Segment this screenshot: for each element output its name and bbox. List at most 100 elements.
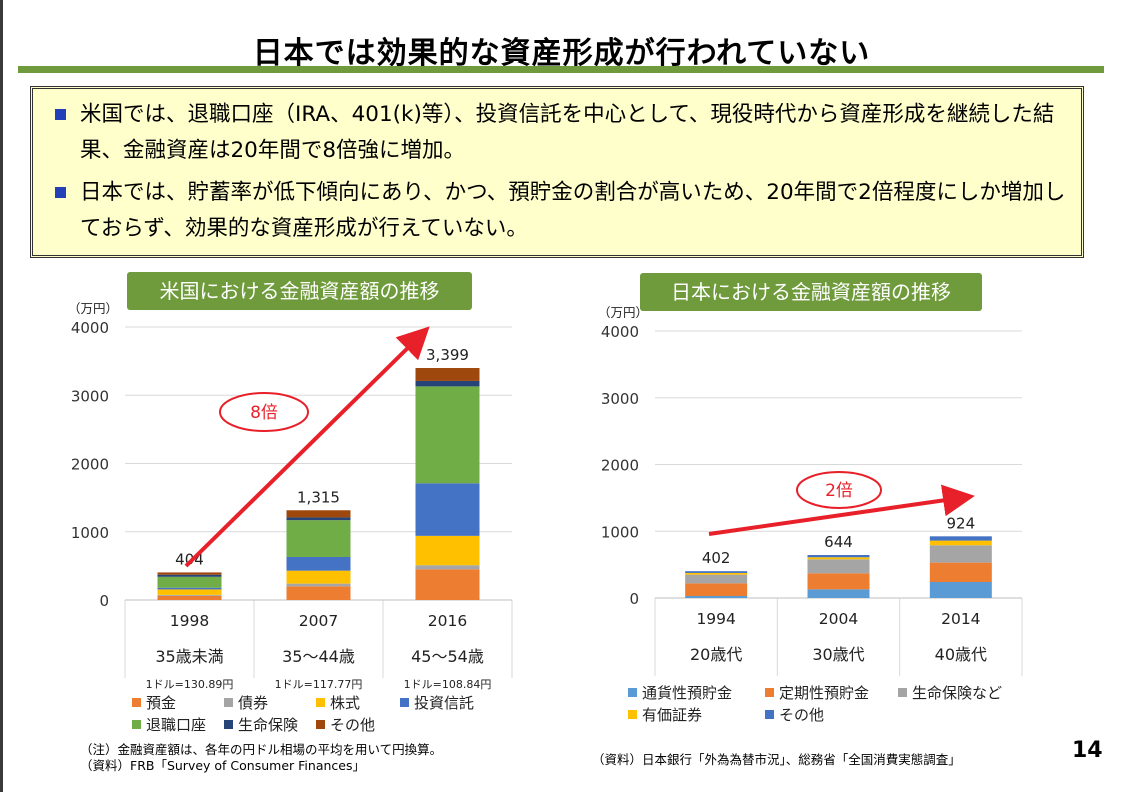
jp-bar-segment [929,540,992,546]
jp-age-group-label: 20歳代 [690,645,742,664]
jp-age-group-label: 40歳代 [935,645,987,664]
us-y-tick-label: 4000 [71,319,109,337]
us-bar-segment [415,380,480,387]
us-legend-label: 株式 [330,694,360,712]
us-age-group-label: 35歳未満 [155,647,223,666]
jp-legend-swatch [628,688,637,697]
jp-growth-badge [796,471,882,509]
us-bar-segment [286,520,351,558]
jp-bar-total-label: 924 [947,514,976,532]
us-y-tick-label: 0 [99,592,109,610]
jp-legend-label: 通貨性預貯金 [642,684,732,702]
us-legend-swatch [316,698,325,707]
slide-left-border [0,0,3,792]
us-bar-total-label: 3,399 [426,346,469,364]
jp-chart-title: 日本における金融資産額の推移 [640,273,982,311]
jp-legend-label: 有価証券 [642,706,702,724]
us-bar-segment [286,510,351,518]
us-bar-segment [415,569,480,600]
jp-legend-swatch [628,710,637,719]
jp-y-tick-label: 2000 [601,457,639,475]
us-bar-segment [415,386,480,484]
jp-y-tick-label: 1000 [601,523,639,541]
jp-legend-label: 生命保険など [912,684,1002,702]
us-bar-segment [286,557,351,571]
us-legend-swatch [132,698,141,707]
jp-bar-segment [929,536,992,541]
us-age-group-label: 45～54歳 [411,647,484,666]
us-exchange-rate-label: 1ドル=130.89円 [146,678,234,691]
us-y-tick-label: 2000 [71,456,109,474]
us-exchange-rate-label: 1ドル=108.84円 [404,678,492,691]
bullet-square-icon [55,109,66,120]
jp-legend-label: 定期性預貯金 [779,684,869,702]
us-bar-segment [286,517,351,521]
jp-legend-swatch [898,688,907,697]
us-chart-title: 米国における金融資産額の推移 [127,272,472,310]
us-bar-segment [157,574,222,577]
us-bar-segment [157,576,222,588]
us-legend-label: 預金 [146,694,176,712]
jp-y-tick-label: 4000 [601,323,639,341]
us-bar-segment [286,583,351,587]
summary-bullet-us: 米国では、退職口座（IRA、401(k)等）、投資信託を中心として、現役時代から… [55,97,1071,169]
summary-box: 米国では、退職口座（IRA、401(k)等）、投資信託を中心として、現役時代から… [30,86,1084,258]
jp-bar-segment [685,572,748,575]
jp-growth-arrow [708,484,975,536]
jp-age-group-label: 30歳代 [812,645,864,664]
us-source: （資料）FRB「Survey of Consumer Finances」 [80,758,365,773]
page-title: 日本では効果的な資産形成が行われていない [252,36,871,71]
us-exchange-rate-label: 1ドル=117.77円 [275,678,363,691]
us-legend-swatch [400,698,409,707]
us-growth-badge-label: 8倍 [250,403,278,423]
us-bar-segment [157,572,222,575]
jp-category-label: 1994 [696,610,735,628]
jp-legend-label: その他 [779,706,824,724]
us-bar-segment [286,586,351,600]
us-bar-segment [415,565,480,570]
bullet-square-icon [55,187,66,198]
jp-bar-segment [807,573,870,590]
jp-y-tick-label: 0 [629,590,639,608]
us-bar-segment [415,483,480,536]
jp-bar-segment [929,562,992,582]
us-legend-label: 投資信託 [414,694,474,712]
us-legend-label: 債券 [238,694,268,712]
us-y-tick-label: 3000 [71,387,109,405]
bullet-text: 米国では、退職口座（IRA、401(k)等）、投資信託を中心として、現役時代から… [80,102,1055,163]
jp-bar-segment [685,583,748,596]
page-number: 14 [1072,738,1103,763]
jp-bar-segment [807,555,870,558]
jp-category-label: 2004 [819,610,858,628]
jp-category-label: 2014 [941,610,980,628]
us-legend-swatch [316,720,325,729]
us-category-label: 1998 [170,612,209,630]
jp-unit-label: （万円） [598,305,648,320]
us-legend-label: その他 [330,716,375,734]
us-footnote: （注）金融資産額は、各年の円ドル相場の平均を用いて円換算。 [80,742,443,757]
us-bar-total-label: 1,315 [297,488,340,506]
us-legend-label: 生命保険 [238,716,298,734]
summary-bullet-jp: 日本では、貯蓄率が低下傾向にあり、かつ、預貯金の割合が高いため、20年間で2倍程… [55,175,1071,247]
us-category-label: 2007 [299,612,338,630]
us-legend-swatch [224,720,233,729]
us-bar-segment [157,595,222,600]
jp-growth-badge-label: 2倍 [825,481,853,501]
jp-source: （資料）日本銀行「外為為替市況」、総務省「全国消費実態調査」 [592,752,961,767]
us-legend-swatch [224,698,233,707]
us-legend-swatch [132,720,141,729]
jp-bar-segment [685,595,748,598]
title-underline [18,66,1104,73]
jp-bar-segment [807,557,870,560]
us-y-tick-label: 1000 [71,524,109,542]
jp-legend-swatch [765,710,774,719]
jp-bar-segment [807,589,870,598]
us-growth-badge [219,392,309,432]
jp-bar-segment [685,574,748,584]
us-unit-label: （万円） [68,301,118,316]
jp-bar-total-label: 644 [824,533,853,551]
us-bar-segment [157,587,222,590]
jp-bar-segment [929,545,992,563]
us-age-group-label: 35～44歳 [282,647,355,666]
